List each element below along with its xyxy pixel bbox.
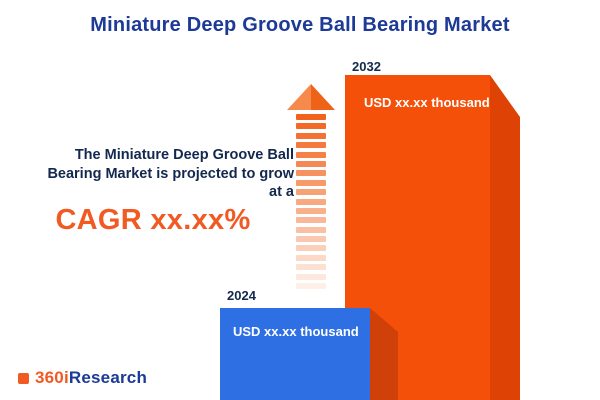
logo-text-blue: Research — [68, 368, 148, 387]
arrow-dash — [296, 151, 326, 158]
arrow-head-left-facet — [287, 84, 311, 110]
arrow-dash — [296, 142, 326, 149]
bar-2024-value-label: USD xx.xx thousand — [233, 324, 359, 339]
arrow-dash — [296, 123, 326, 130]
bar-2024-year-label: 2024 — [227, 288, 256, 303]
arrow-dash — [296, 189, 326, 196]
arrow-dash — [296, 264, 326, 271]
arrow-dash — [296, 170, 326, 177]
arrow-dash — [296, 179, 326, 186]
arrow-head-right-facet — [311, 84, 335, 110]
arrow-head-icon — [287, 84, 335, 110]
arrow-dash — [296, 132, 326, 139]
logo-text-orange: 360i — [35, 368, 69, 387]
page-title: Miniature Deep Groove Ball Bearing Marke… — [90, 14, 510, 36]
projection-text-line: The Miniature Deep Groove Ball — [74, 147, 294, 163]
arrow-dash — [296, 226, 326, 233]
bar-2024 — [220, 308, 370, 400]
arrow-dashes — [285, 110, 337, 290]
bar-2032-side-face — [490, 75, 520, 400]
arrow-dash — [296, 198, 326, 205]
arrow-dash — [296, 236, 326, 243]
arrow-dash — [296, 207, 326, 214]
arrow-dash — [296, 217, 326, 224]
growth-arrow-icon — [285, 84, 337, 292]
arrow-dash — [296, 273, 326, 280]
arrow-dash — [296, 283, 326, 290]
bar-2032-year-label: 2032 — [352, 59, 381, 74]
logo-text: 360iResearch — [35, 368, 147, 388]
arrow-dash — [296, 245, 326, 252]
logo-mark-icon — [18, 372, 29, 384]
cagr-value: CAGR xx.xx% — [55, 204, 251, 236]
market-projection-text: The Miniature Deep Groove Ball Bearing M… — [12, 146, 294, 202]
bar-2032-value-label: USD xx.xx thousand — [364, 95, 490, 110]
arrow-dash — [296, 254, 326, 261]
arrow-dash — [296, 114, 326, 120]
arrow-dash — [296, 160, 326, 167]
projection-text-line: Bearing Market is projected to grow — [47, 165, 294, 182]
brand-logo: 360iResearch — [18, 368, 147, 388]
projection-text-line: at a — [269, 184, 294, 201]
